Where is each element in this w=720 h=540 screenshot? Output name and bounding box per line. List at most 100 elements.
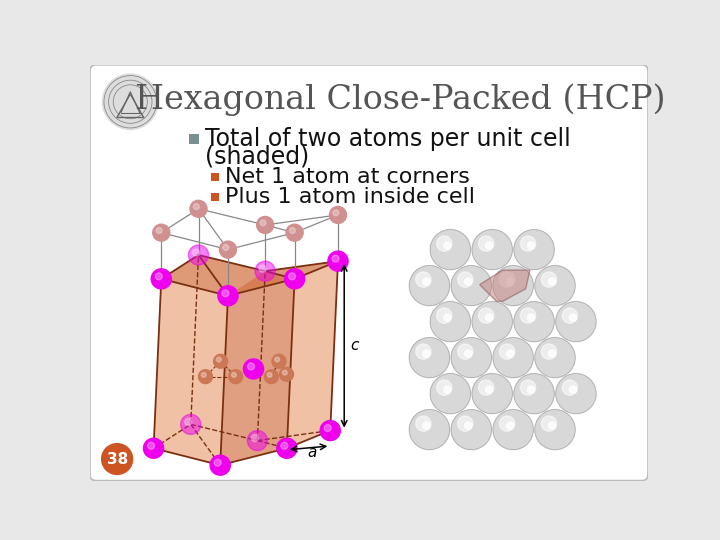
Circle shape <box>279 367 294 381</box>
Circle shape <box>320 421 341 441</box>
Polygon shape <box>228 261 338 296</box>
Circle shape <box>156 273 162 280</box>
Circle shape <box>472 374 513 414</box>
Circle shape <box>333 210 339 216</box>
Circle shape <box>506 278 514 285</box>
Circle shape <box>556 374 596 414</box>
Circle shape <box>328 251 348 271</box>
Circle shape <box>324 424 331 431</box>
Text: Net 1 atom at corners: Net 1 atom at corners <box>225 167 469 187</box>
Circle shape <box>272 354 286 368</box>
Circle shape <box>535 338 575 377</box>
Circle shape <box>436 380 452 395</box>
Circle shape <box>436 236 452 251</box>
Circle shape <box>431 230 471 269</box>
Circle shape <box>570 314 577 321</box>
Circle shape <box>549 422 556 429</box>
Circle shape <box>256 217 274 233</box>
Circle shape <box>451 410 492 450</box>
Circle shape <box>514 230 554 269</box>
Circle shape <box>458 416 473 431</box>
Circle shape <box>464 278 472 285</box>
Circle shape <box>330 206 346 224</box>
Polygon shape <box>161 255 294 296</box>
Polygon shape <box>287 261 338 448</box>
Circle shape <box>431 374 471 414</box>
Circle shape <box>562 380 577 395</box>
Circle shape <box>156 227 162 233</box>
Circle shape <box>243 359 264 379</box>
Circle shape <box>190 200 207 217</box>
Circle shape <box>562 308 577 323</box>
Text: c: c <box>351 339 359 353</box>
Text: a: a <box>307 445 317 460</box>
Circle shape <box>479 308 494 323</box>
Circle shape <box>464 422 472 429</box>
Circle shape <box>423 278 430 285</box>
Text: Total of two atoms per unit cell: Total of two atoms per unit cell <box>205 127 571 151</box>
Circle shape <box>199 370 212 383</box>
Circle shape <box>570 386 577 393</box>
Circle shape <box>521 236 536 251</box>
Circle shape <box>255 261 275 281</box>
Polygon shape <box>153 279 228 465</box>
Polygon shape <box>480 270 530 301</box>
Circle shape <box>148 442 155 449</box>
Circle shape <box>217 357 221 362</box>
Bar <box>189 134 199 144</box>
Circle shape <box>220 241 236 258</box>
Circle shape <box>332 255 339 262</box>
Circle shape <box>436 308 452 323</box>
Circle shape <box>192 249 199 256</box>
Text: 38: 38 <box>107 451 127 467</box>
Circle shape <box>521 380 536 395</box>
Circle shape <box>281 442 288 449</box>
Circle shape <box>451 266 492 306</box>
Circle shape <box>506 422 514 429</box>
Circle shape <box>493 338 534 377</box>
Circle shape <box>423 350 430 357</box>
Circle shape <box>541 344 557 359</box>
Circle shape <box>409 338 449 377</box>
Circle shape <box>248 363 255 370</box>
Circle shape <box>214 354 228 368</box>
Circle shape <box>222 245 229 251</box>
Circle shape <box>549 350 556 357</box>
Circle shape <box>276 438 297 458</box>
Circle shape <box>500 416 515 431</box>
Bar <box>211 193 220 201</box>
Circle shape <box>535 410 575 450</box>
Circle shape <box>541 416 557 431</box>
Circle shape <box>143 438 163 458</box>
Circle shape <box>286 224 303 241</box>
Circle shape <box>259 265 266 272</box>
Circle shape <box>210 455 230 475</box>
Circle shape <box>472 302 513 342</box>
Circle shape <box>506 350 514 357</box>
Text: (shaded): (shaded) <box>205 144 310 168</box>
Circle shape <box>535 266 575 306</box>
Circle shape <box>409 266 449 306</box>
Circle shape <box>472 230 513 269</box>
Circle shape <box>248 430 267 450</box>
Circle shape <box>479 236 494 251</box>
Circle shape <box>151 269 171 289</box>
Circle shape <box>289 227 295 233</box>
Circle shape <box>289 273 296 280</box>
Circle shape <box>514 302 554 342</box>
Circle shape <box>222 290 229 297</box>
Circle shape <box>500 344 515 359</box>
FancyBboxPatch shape <box>90 65 648 481</box>
Circle shape <box>514 374 554 414</box>
Circle shape <box>549 278 556 285</box>
Circle shape <box>431 302 471 342</box>
Circle shape <box>409 410 449 450</box>
Circle shape <box>528 386 535 393</box>
Circle shape <box>485 242 492 249</box>
Circle shape <box>260 220 266 226</box>
Circle shape <box>214 459 221 466</box>
Circle shape <box>528 314 535 321</box>
Circle shape <box>415 416 431 431</box>
Circle shape <box>267 373 272 377</box>
Circle shape <box>493 410 534 450</box>
